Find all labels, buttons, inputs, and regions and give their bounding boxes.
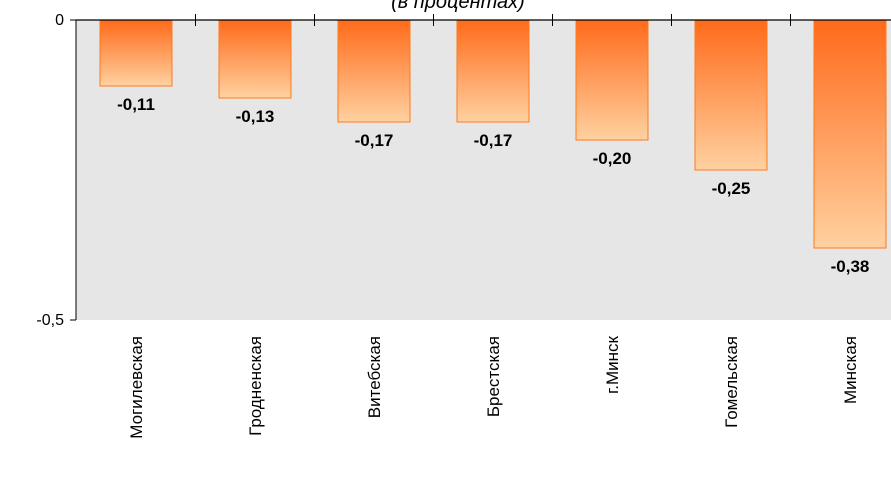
data-label-7: -0,38: [831, 257, 870, 276]
chart-title: (в процентах): [391, 0, 525, 13]
bar-4: [456, 19, 530, 123]
category-label-1: Могилевская: [127, 336, 146, 439]
data-label-2: -0,13: [236, 107, 275, 126]
category-label-6: Гомельская: [722, 336, 741, 428]
bar-6: [694, 19, 768, 171]
category-label-3: Витебская: [365, 336, 384, 418]
category-label-5: г.Минск: [603, 335, 622, 393]
category-label-2: Гродненская: [246, 336, 265, 436]
y-tick-label-2: -0,5: [36, 312, 64, 329]
bar-7: [813, 19, 887, 249]
data-label-3: -0,17: [355, 131, 394, 150]
bar-5: [575, 19, 649, 141]
category-label-4: Брестская: [484, 336, 503, 417]
data-label-4: -0,17: [474, 131, 513, 150]
data-label-1: -0,11: [117, 95, 155, 114]
data-label-6: -0,25: [712, 179, 751, 198]
bar-1: [99, 19, 173, 87]
y-tick-label-1: 0: [55, 12, 64, 29]
category-label-7: Минская: [841, 336, 860, 404]
bar-3: [337, 19, 411, 123]
data-label-5: -0,20: [593, 149, 632, 168]
bar-2: [218, 19, 292, 99]
